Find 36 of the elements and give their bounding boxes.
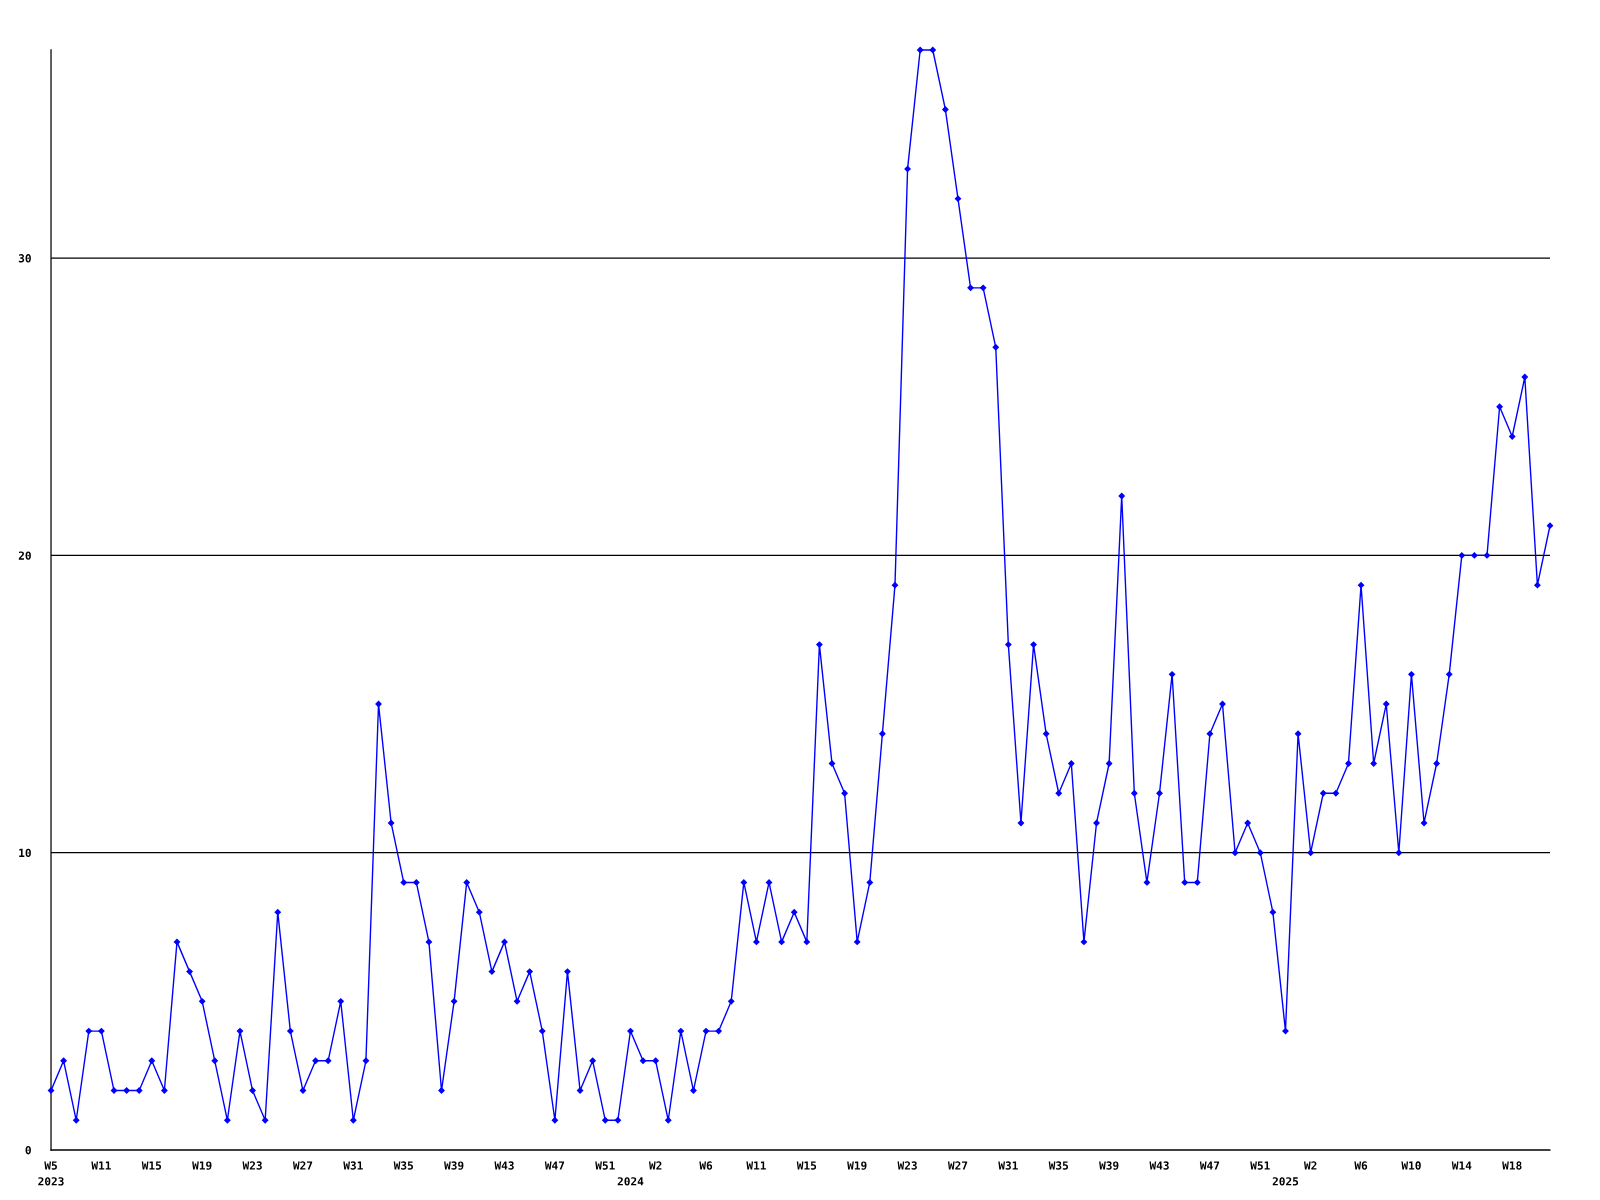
x-tick-label: W43 (494, 1161, 514, 1170)
x-tick-label: W51 (595, 1161, 615, 1170)
x-tick-label: W35 (1048, 1161, 1069, 1170)
x-tick-label: W15 (796, 1161, 817, 1170)
x-tick-label: W2 (648, 1161, 662, 1170)
x-tick-label: W47 (544, 1161, 565, 1170)
x-tick-label: W39 (1099, 1161, 1119, 1170)
x-tick-label: W27 (292, 1161, 313, 1170)
x-tick-label: W10 (1401, 1161, 1421, 1170)
y-tick-label: 30 (18, 254, 31, 263)
x-tick-label: W11 (91, 1161, 111, 1170)
x-tick-label: W5 2023 (38, 1161, 64, 1186)
x-tick-label: W15 (141, 1161, 162, 1170)
x-tick-label: W2 (1303, 1161, 1317, 1170)
x-tick-label: 2025 (1272, 1177, 1299, 1186)
x-tick-label: W14 (1451, 1161, 1472, 1170)
x-tick-label: W19 (192, 1161, 212, 1170)
x-tick-label: W35 (393, 1161, 413, 1170)
x-tick-label: W11 (746, 1161, 766, 1170)
x-tick-label: W39 (444, 1161, 464, 1170)
x-tick-label: W6 (1354, 1161, 1368, 1170)
x-tick-label: W43 (1149, 1161, 1169, 1170)
x-tick-label: W47 (1199, 1161, 1220, 1170)
x-tick-label: 2024 (617, 1177, 644, 1186)
x-tick-label: W31 (343, 1161, 363, 1170)
y-tick-label: 0 (25, 1145, 31, 1155)
x-tick-label: W18 (1502, 1161, 1522, 1170)
x-tick-label: W23 (242, 1161, 262, 1170)
y-tick-label: 20 (18, 551, 31, 560)
x-tick-label: W6 (699, 1161, 713, 1170)
x-tick-label: W31 (998, 1161, 1018, 1170)
x-tick-label: W23 (897, 1161, 917, 1170)
y-tick-label: 10 (19, 848, 31, 858)
x-tick-label: W19 (847, 1161, 867, 1170)
x-tick-label: W27 (947, 1161, 968, 1170)
x-tick-label: W51 (1250, 1161, 1270, 1170)
